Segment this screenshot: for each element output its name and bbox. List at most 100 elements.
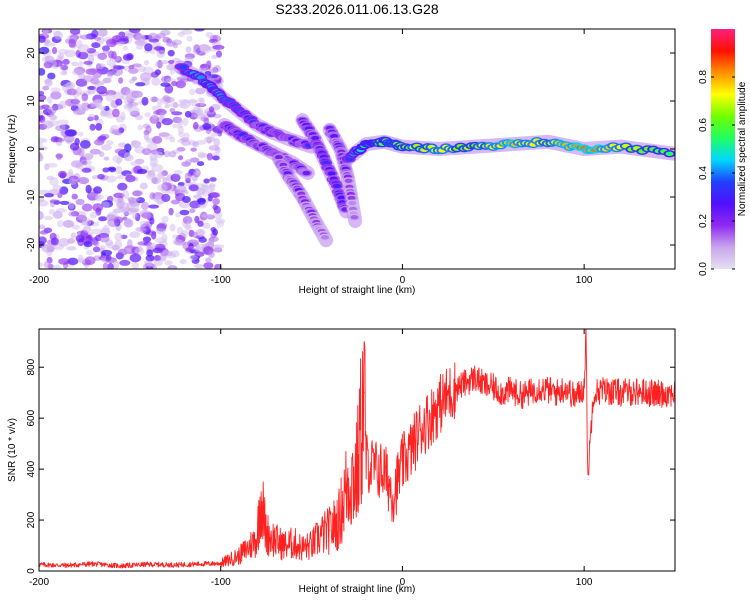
snr-x-tick-label: -200 bbox=[29, 577, 49, 588]
noise-blob bbox=[118, 77, 124, 84]
colorbar-tick-label: 0.2 bbox=[698, 214, 709, 228]
noise-blob bbox=[140, 201, 149, 210]
noise-blob bbox=[81, 167, 92, 173]
snr-y-tick-label: 200 bbox=[26, 511, 37, 528]
noise-blob bbox=[145, 254, 155, 262]
noise-blob bbox=[77, 254, 84, 263]
noise-blob bbox=[196, 229, 205, 237]
noise-blob bbox=[185, 46, 192, 54]
noise-blob bbox=[169, 265, 176, 269]
noise-blob bbox=[47, 106, 57, 115]
noise-blob bbox=[161, 215, 169, 223]
noise-blob bbox=[62, 84, 69, 92]
noise-blob bbox=[50, 237, 59, 246]
noise-blob bbox=[213, 138, 220, 147]
noise-blob bbox=[197, 220, 204, 227]
noise-blob bbox=[164, 96, 175, 103]
noise-blob bbox=[70, 160, 83, 168]
noise-blob bbox=[170, 250, 180, 258]
fringe-track-direct-arrival-line bbox=[340, 134, 675, 166]
noise-blob bbox=[182, 215, 193, 225]
noise-blob bbox=[210, 132, 219, 137]
noise-blob bbox=[57, 170, 67, 179]
noise-blob bbox=[202, 222, 211, 229]
noise-blob bbox=[146, 242, 157, 249]
noise-blob bbox=[194, 215, 200, 224]
noise-blob bbox=[120, 35, 129, 42]
noise-blob bbox=[192, 121, 199, 130]
noise-blob bbox=[172, 123, 183, 129]
noise-blob bbox=[216, 220, 224, 228]
fringe-sample-core bbox=[348, 200, 357, 206]
noise-blob bbox=[194, 170, 201, 176]
noise-blob bbox=[114, 240, 123, 249]
noise-blob bbox=[107, 58, 116, 67]
noise-blob bbox=[211, 54, 218, 60]
noise-blob bbox=[190, 147, 198, 152]
noise-blob bbox=[82, 153, 94, 158]
noise-blob bbox=[195, 140, 207, 145]
noise-blob bbox=[184, 110, 192, 118]
colorbar-tick-label: 0.0 bbox=[698, 262, 709, 276]
noise-blob bbox=[107, 262, 114, 269]
fringe-sample-core bbox=[330, 133, 339, 139]
fringe-sample-core bbox=[344, 178, 353, 183]
noise-blob bbox=[149, 192, 156, 200]
noise-blob bbox=[180, 229, 188, 237]
noise-blob bbox=[106, 38, 118, 48]
noise-blob bbox=[134, 247, 145, 256]
heatmap-x-axis-label: Height of straight line (km) bbox=[299, 285, 416, 296]
noise-blob bbox=[207, 239, 215, 248]
noise-blob bbox=[81, 93, 89, 102]
fringe-sample-core bbox=[311, 135, 320, 141]
noise-blob bbox=[168, 207, 174, 216]
noise-blob bbox=[111, 129, 121, 135]
noise-blob bbox=[69, 29, 81, 35]
heatmap-x-tick-label: 0 bbox=[400, 275, 406, 286]
colorbar-tick-label: 0.6 bbox=[698, 118, 709, 132]
fringe-sample-core bbox=[347, 195, 356, 201]
noise-blob bbox=[148, 204, 160, 209]
heatmap-y-tick-label: 10 bbox=[26, 95, 37, 107]
noise-blob bbox=[112, 155, 124, 163]
noise-blob bbox=[108, 50, 114, 59]
noise-blob bbox=[171, 80, 178, 87]
noise-blob bbox=[164, 84, 174, 94]
noise-blob bbox=[132, 91, 142, 98]
snr-y-tick-label: 800 bbox=[26, 358, 37, 375]
noise-blob bbox=[67, 168, 74, 176]
noise-blob bbox=[39, 67, 46, 76]
noise-blob bbox=[50, 87, 61, 93]
noise-blob bbox=[59, 200, 70, 206]
noise-blob bbox=[77, 131, 84, 137]
noise-blob bbox=[122, 54, 133, 61]
noise-blob bbox=[97, 173, 105, 180]
noise-blob bbox=[60, 64, 69, 71]
noise-blob bbox=[141, 96, 149, 106]
heatmap-x-tick-label: -100 bbox=[211, 275, 231, 286]
noise-blob bbox=[129, 253, 142, 263]
noise-blob bbox=[77, 60, 84, 70]
noise-blob bbox=[49, 177, 59, 186]
noise-blob bbox=[156, 199, 164, 205]
noise-blob bbox=[105, 93, 115, 102]
noise-blob bbox=[155, 227, 166, 235]
noise-blob bbox=[101, 201, 110, 208]
noise-blob bbox=[197, 203, 207, 209]
noise-blob bbox=[208, 250, 215, 258]
noise-blob bbox=[193, 106, 201, 114]
snr-y-tick-label: 400 bbox=[26, 460, 37, 477]
noise-blob bbox=[129, 231, 141, 239]
colorbar: 0.0 0.2 0.4 0.6 0.8 Normalized spectral ampl… bbox=[698, 29, 748, 276]
noise-blob bbox=[112, 260, 120, 269]
noise-blob bbox=[76, 39, 83, 49]
noise-blob bbox=[155, 60, 164, 68]
noise-blob bbox=[94, 98, 103, 107]
noise-blob bbox=[51, 46, 58, 55]
noise-blob bbox=[142, 236, 152, 243]
noise-blob bbox=[56, 153, 62, 161]
heatmap-y-tick-label: -10 bbox=[26, 189, 37, 204]
noise-blob bbox=[112, 197, 124, 203]
colorbar-label: Normalized spectral amplitude bbox=[737, 81, 748, 216]
